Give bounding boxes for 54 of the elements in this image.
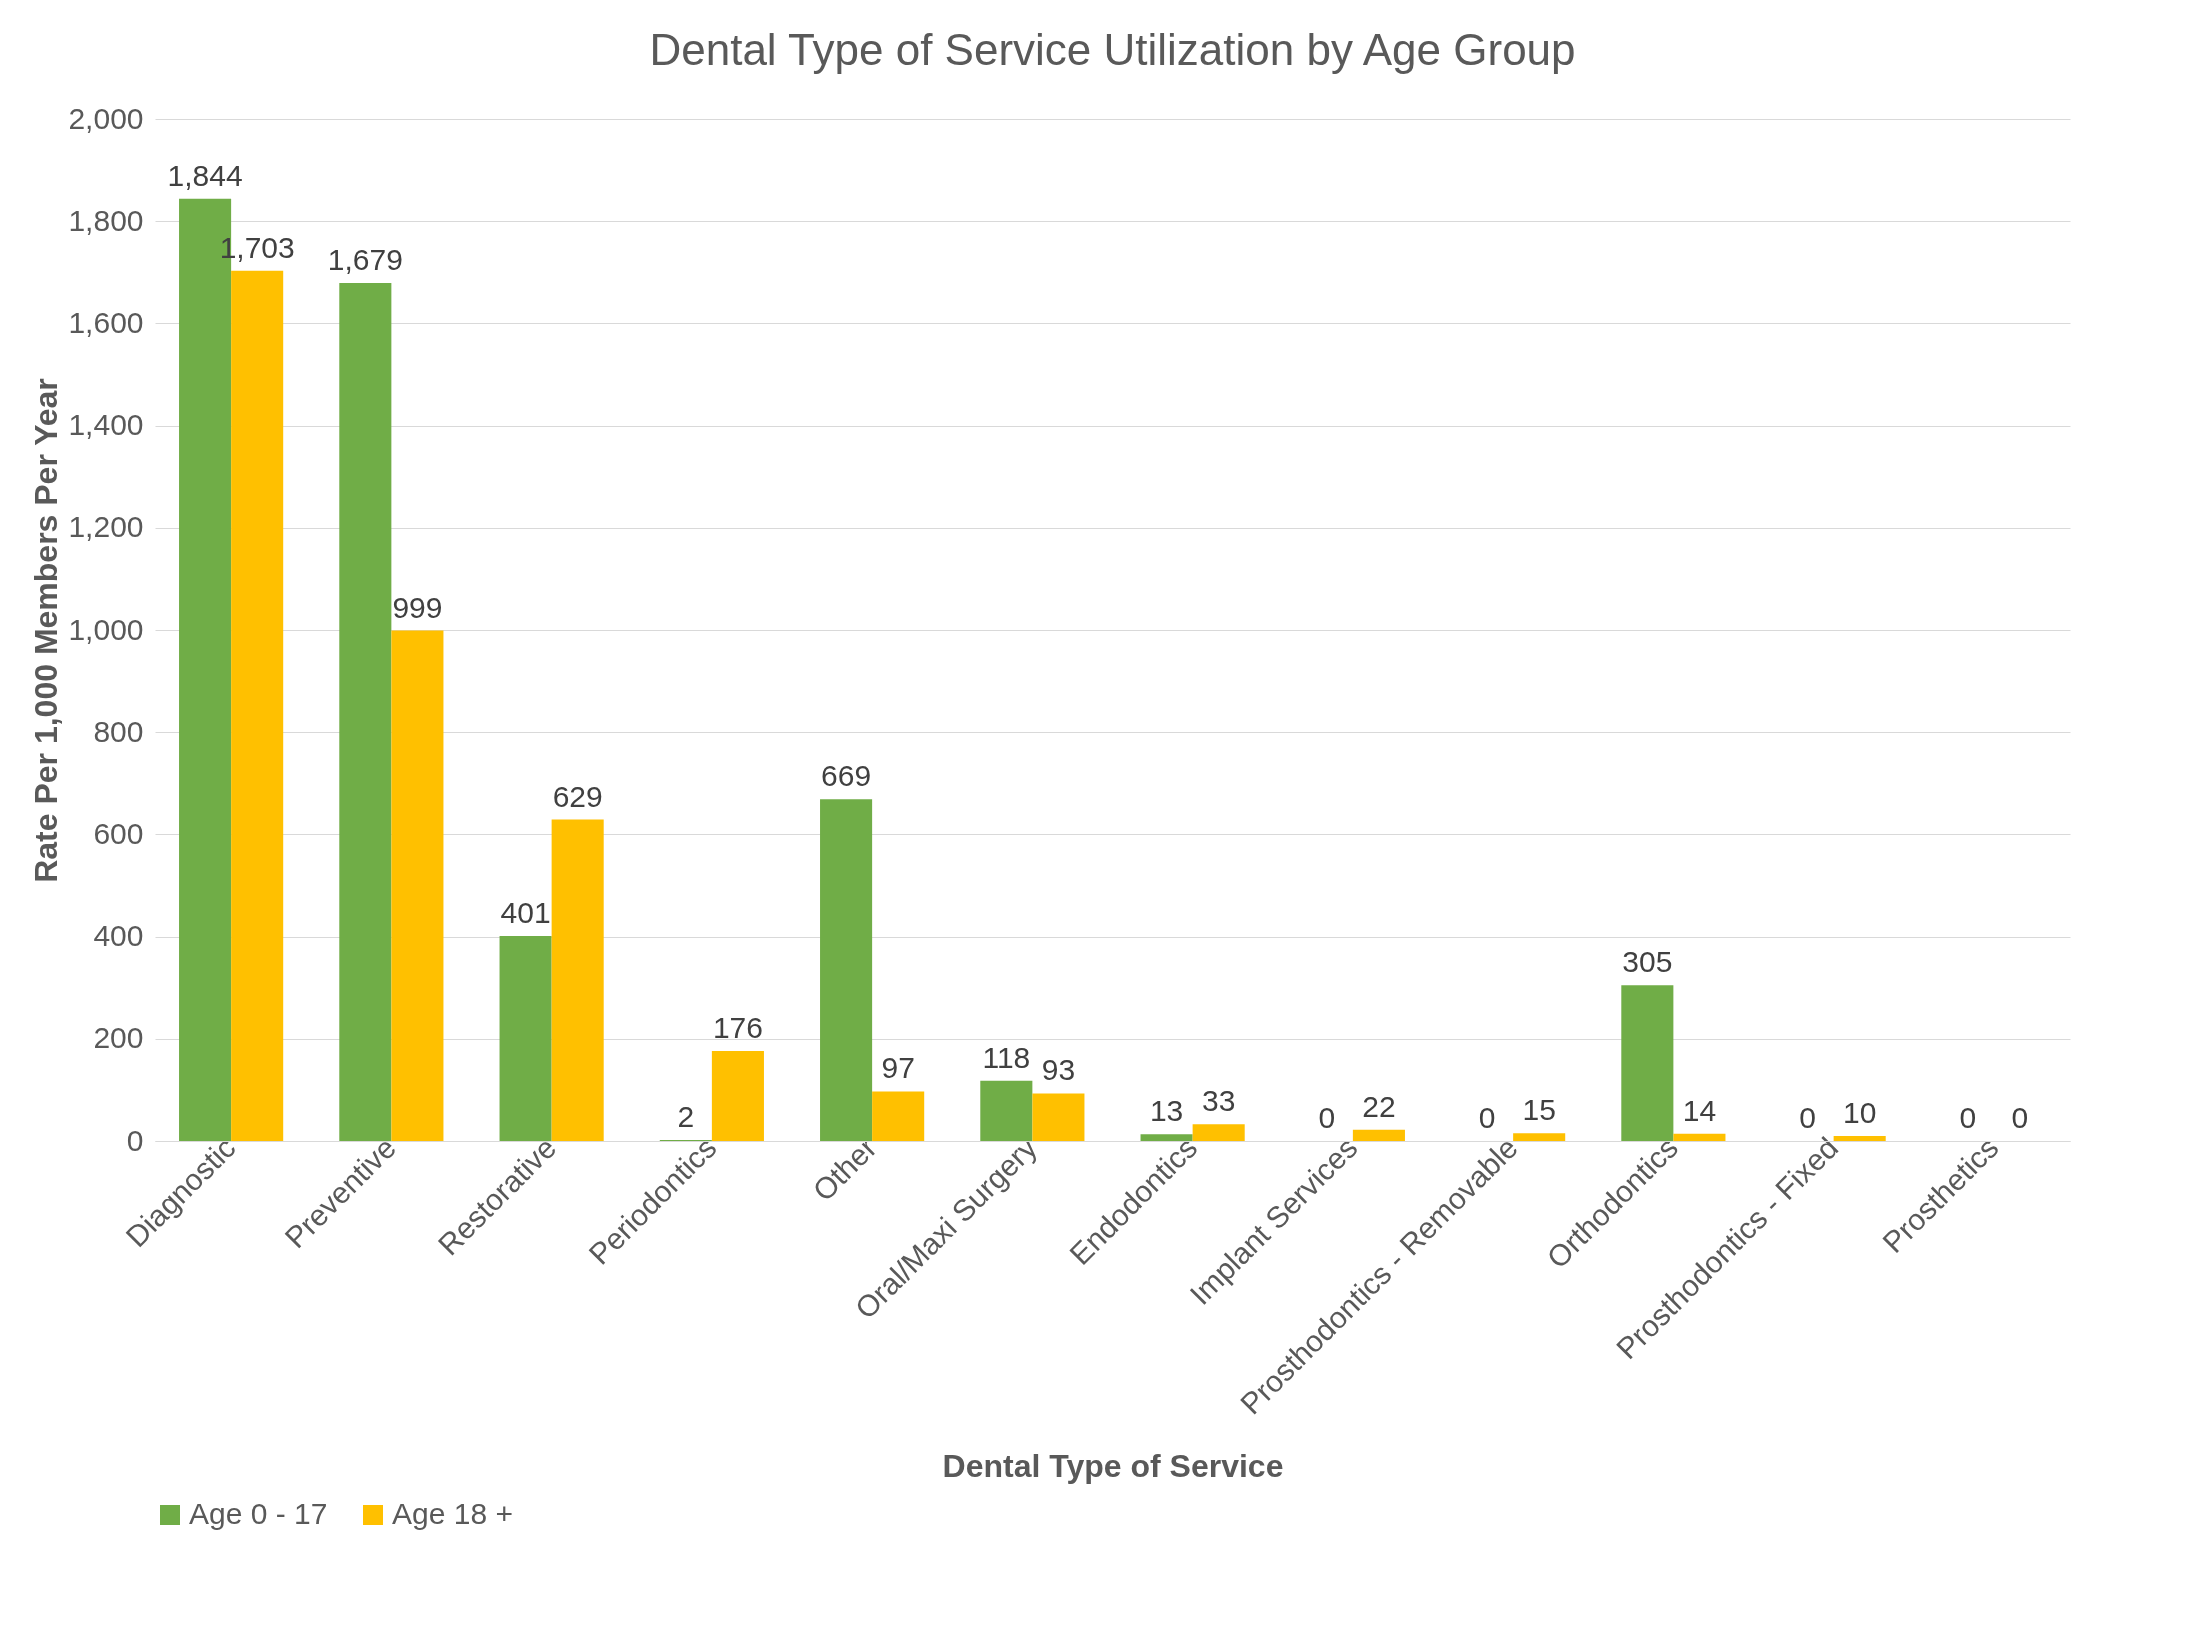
data-label: 0 — [1318, 1101, 1336, 1134]
data-label: 0 — [1799, 1101, 1816, 1134]
bar — [980, 1080, 1033, 1141]
bar — [1192, 1124, 1245, 1141]
y-tick-label: 1,000 — [68, 612, 144, 646]
bar — [551, 819, 604, 1141]
legend-label: Age 0 - 17 — [189, 1497, 328, 1530]
data-label: 93 — [1041, 1053, 1076, 1087]
legend-label: Age 18 + — [392, 1497, 513, 1530]
data-label: 33 — [1201, 1084, 1236, 1118]
y-tick-label: 600 — [93, 816, 144, 850]
data-label: 629 — [552, 779, 603, 813]
y-tick-label: 1,800 — [68, 203, 144, 237]
y-tick-label: 400 — [93, 919, 144, 953]
bar — [711, 1051, 764, 1141]
y-axis-title: Rate Per 1,000 Members Per Year — [28, 378, 65, 883]
bar — [391, 630, 444, 1141]
data-label: 1,679 — [327, 243, 403, 277]
data-label: 401 — [500, 896, 551, 930]
y-tick-label: 1,400 — [68, 408, 144, 442]
data-label: 0 — [1959, 1101, 1977, 1134]
data-label: 176 — [712, 1011, 763, 1045]
bar — [1032, 1093, 1085, 1141]
x-axis-title: Dental Type of Service — [942, 1447, 1284, 1484]
y-tick-label: 1,600 — [68, 305, 144, 339]
bar — [1621, 985, 1674, 1141]
bar — [339, 283, 392, 1141]
data-label: 0 — [1478, 1101, 1496, 1134]
data-label: 118 — [982, 1040, 1031, 1074]
data-label: 669 — [821, 759, 872, 793]
bar — [820, 799, 873, 1141]
data-label: 14 — [1682, 1093, 1717, 1127]
data-label: 97 — [881, 1051, 915, 1085]
bar — [499, 936, 552, 1141]
data-label: 15 — [1522, 1093, 1556, 1127]
bar — [1673, 1133, 1726, 1141]
chart-title: Dental Type of Service Utilization by Age Group — [649, 25, 1576, 74]
bar — [872, 1091, 925, 1141]
data-label: 2 — [677, 1099, 695, 1133]
data-label: 305 — [1622, 945, 1673, 979]
y-tick-label: 200 — [93, 1021, 144, 1055]
bar — [1513, 1133, 1566, 1141]
y-tick-label: 1,200 — [68, 510, 144, 544]
data-label: 10 — [1842, 1095, 1877, 1129]
data-label: 999 — [392, 590, 443, 624]
data-label: 13 — [1149, 1094, 1184, 1128]
data-label: 0 — [2011, 1101, 2029, 1134]
data-label: 22 — [1362, 1089, 1396, 1123]
bar — [231, 270, 284, 1141]
data-label: 1,844 — [167, 158, 243, 192]
y-tick-label: 2,000 — [68, 101, 144, 135]
y-tick-label: 800 — [93, 714, 144, 748]
bar — [1352, 1129, 1405, 1141]
bar — [1140, 1134, 1193, 1141]
